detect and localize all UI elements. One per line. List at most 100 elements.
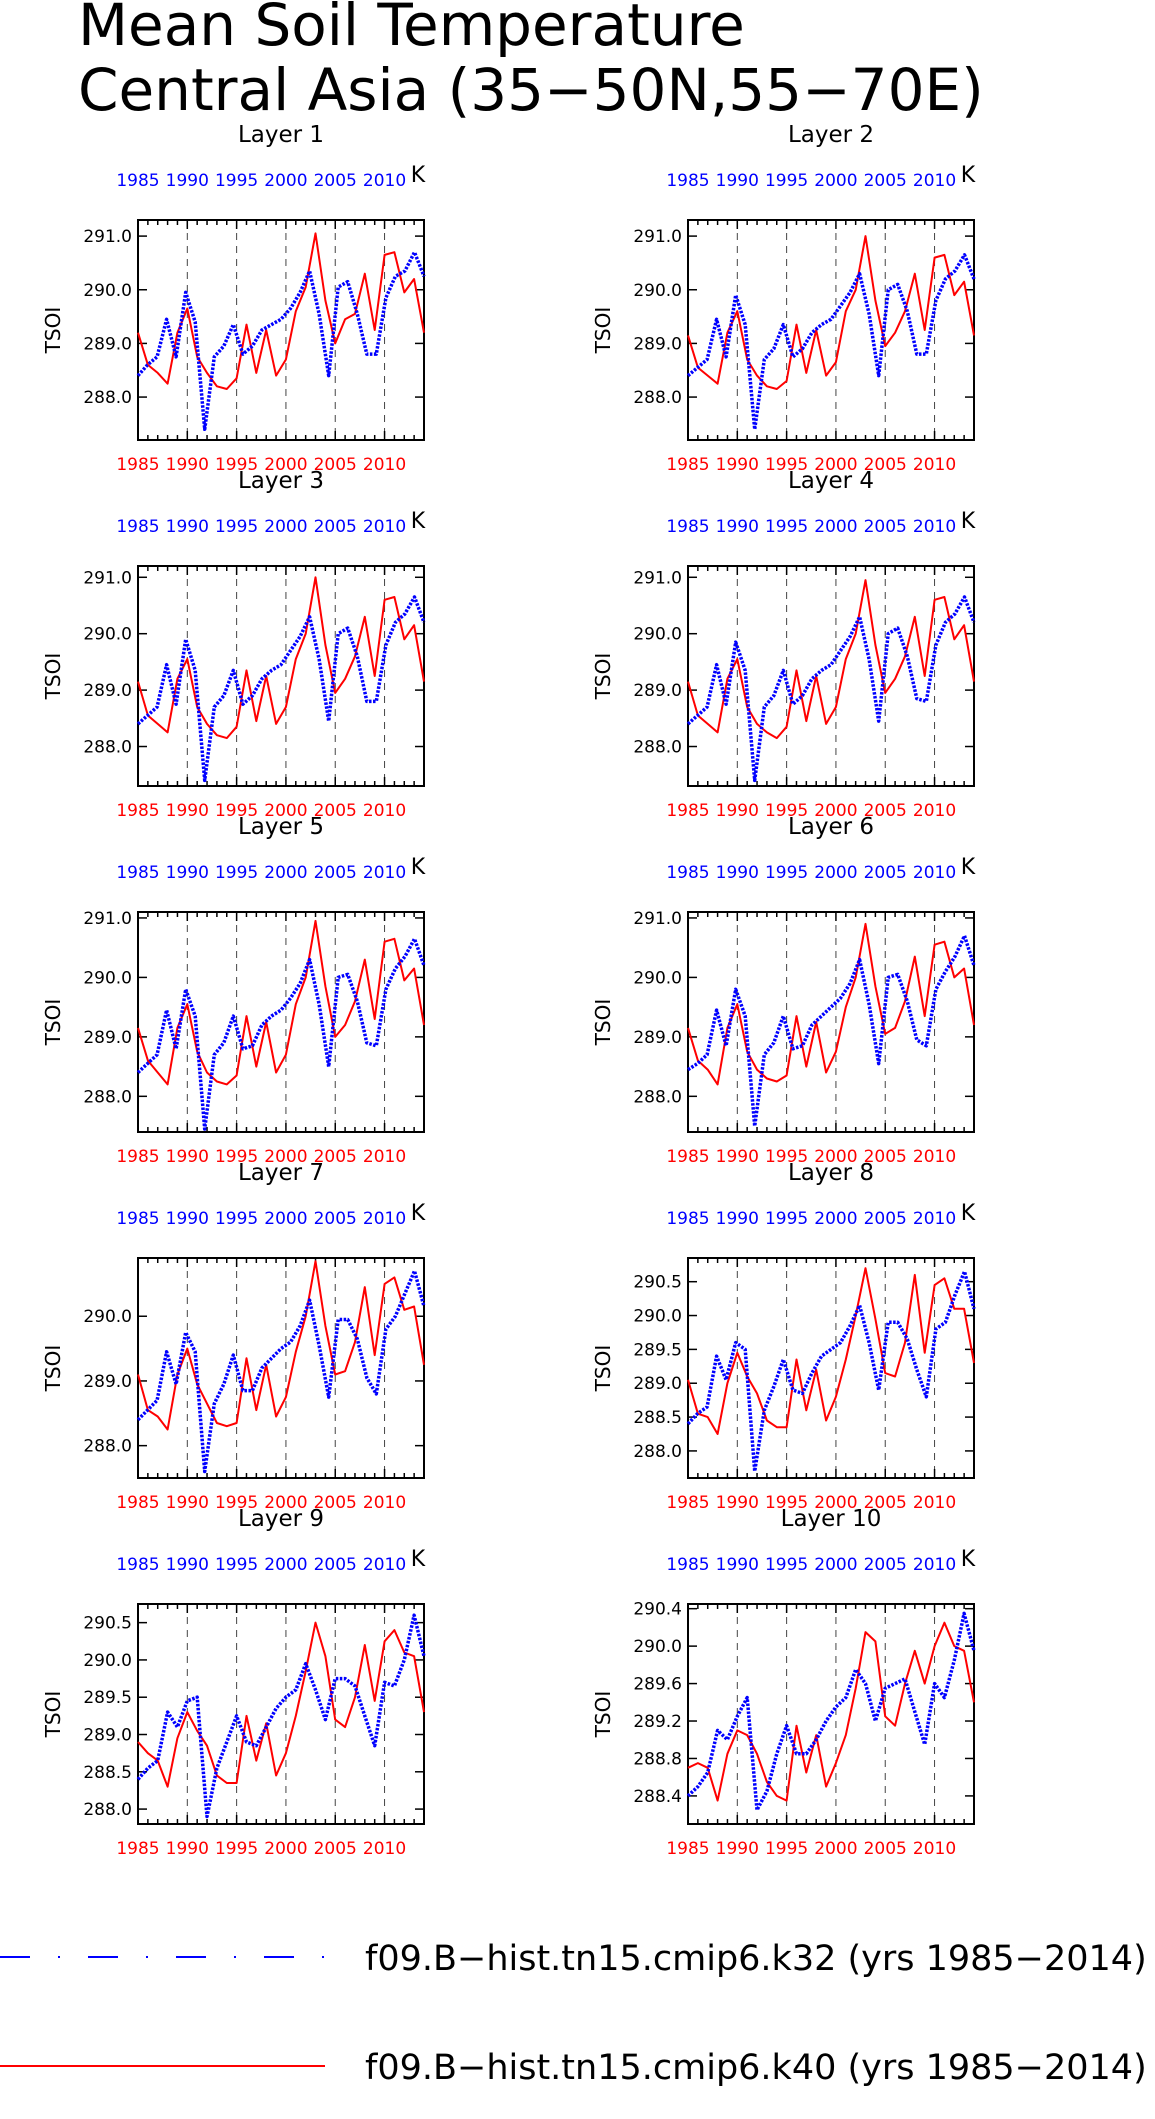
x-tick-label-bottom: 1990: [716, 801, 759, 821]
panel-8: Layer 8 K 1985 1985 1990 1990 1995 1995 2000 2000…: [591, 1160, 976, 1513]
x-tick-label-top: 1985: [666, 1555, 709, 1575]
x-tick-label-bottom: 2000: [264, 801, 307, 821]
x-tick-label-top: 1990: [716, 517, 759, 537]
panel-title: Layer 9: [238, 1506, 324, 1532]
x-tick-label-top: 2000: [264, 1555, 307, 1575]
x-tick-label-bottom: 1985: [116, 455, 159, 475]
series-line-k32: [687, 934, 976, 1128]
panel-2: Layer 2 K 1985 1985 1990 1990 1995 1995 2000 2000…: [591, 122, 976, 475]
series-line-k40: [137, 1621, 425, 1788]
y-tick-label: 289.6: [633, 1675, 682, 1695]
x-tick-label-bottom: 2010: [913, 1839, 956, 1859]
x-tick-label-top: 2005: [314, 517, 357, 537]
panel-6: Layer 6 K 1985 1985 1990 1990 1995 1995 2000 2000…: [591, 814, 976, 1167]
x-tick-label-bottom: 1985: [666, 1147, 709, 1167]
series-line-k40: [137, 1260, 425, 1431]
x-tick-label-bottom: 2010: [363, 1147, 406, 1167]
y-tick-label: 288.4: [633, 1787, 682, 1807]
x-tick-label-top: 1990: [166, 171, 209, 191]
series-line-k40: [137, 919, 425, 1086]
x-tick-label-top: 2010: [913, 1209, 956, 1229]
panel-title: Layer 8: [788, 1160, 874, 1186]
x-tick-label-bottom: 1985: [116, 801, 159, 821]
y-tick-label: 289.0: [633, 1374, 682, 1394]
figure-title-line-1: Mean Soil Temperature: [78, 0, 745, 59]
plot-frame: [687, 1603, 975, 1825]
x-tick-label-bottom: 1985: [116, 1839, 159, 1859]
y-tick-label: 290.0: [83, 968, 132, 988]
panel-title: Layer 2: [788, 122, 874, 148]
x-tick-label-bottom: 2000: [814, 1147, 857, 1167]
x-tick-label-bottom: 1995: [765, 801, 808, 821]
plot-frame: [137, 1257, 425, 1479]
x-tick-label-top: 1995: [765, 171, 808, 191]
x-tick-label-top: 1995: [765, 517, 808, 537]
y-tick-label: 290.5: [633, 1273, 682, 1293]
panel-title: Layer 1: [238, 122, 324, 148]
y-tick-label: 290.0: [83, 625, 132, 645]
x-tick-label-bottom: 1990: [716, 1493, 759, 1513]
x-tick-label-top: 2010: [913, 1555, 956, 1575]
x-tick-label-top: 2005: [314, 863, 357, 883]
y-tick-label: 289.0: [83, 1372, 132, 1392]
x-tick-label-top: 1990: [166, 1555, 209, 1575]
x-tick-label-top: 2000: [814, 863, 857, 883]
x-tick-label-top: 2005: [864, 863, 907, 883]
legend: f09.B−hist.tn15.cmip6.k32 (yrs 1985−2014…: [0, 1939, 1147, 2088]
series-line-k40: [687, 235, 975, 390]
series-line-k40: [137, 576, 425, 740]
plot-frame: [137, 219, 425, 441]
panel-1: Layer 1 K 1985 1985 1990 1990 1995 1995 2000 2000…: [41, 122, 426, 475]
x-tick-label-top: 1995: [215, 517, 258, 537]
panel-title: Layer 10: [781, 1506, 882, 1532]
panel-title: Layer 3: [238, 468, 324, 494]
x-tick-label-bottom: 1995: [215, 1493, 258, 1513]
x-tick-label-bottom: 1985: [116, 1147, 159, 1167]
y-tick-label: 291.0: [633, 568, 682, 588]
unit-label: K: [411, 1547, 426, 1572]
x-tick-label-bottom: 2010: [913, 455, 956, 475]
x-tick-label-bottom: 2000: [814, 1493, 857, 1513]
y-tick-label: 290.4: [633, 1600, 682, 1620]
x-tick-label-top: 1995: [215, 1209, 258, 1229]
x-tick-label-bottom: 1995: [765, 1147, 808, 1167]
series-line-k32: [136, 250, 426, 432]
unit-label: K: [411, 855, 426, 880]
x-tick-label-top: 2010: [913, 517, 956, 537]
x-tick-label-bottom: 1995: [765, 1839, 808, 1859]
y-tick-label: 289.5: [83, 1688, 132, 1708]
y-tick-label: 291.0: [83, 568, 132, 588]
series-line-k40: [687, 922, 975, 1086]
unit-label: K: [961, 509, 976, 534]
x-tick-label-top: 2010: [363, 171, 406, 191]
x-tick-label-bottom: 1985: [666, 1493, 709, 1513]
x-tick-label-bottom: 1990: [166, 455, 209, 475]
x-tick-label-bottom: 2000: [264, 1493, 307, 1513]
unit-label: K: [961, 1547, 976, 1572]
x-tick-label-top: 1990: [166, 517, 209, 537]
x-tick-label-top: 1985: [116, 1209, 159, 1229]
x-tick-label-top: 2000: [814, 517, 857, 537]
x-tick-label-bottom: 2000: [264, 1147, 307, 1167]
x-tick-label-bottom: 1995: [215, 455, 258, 475]
x-tick-label-top: 1985: [666, 863, 709, 883]
x-tick-label-top: 2000: [264, 171, 307, 191]
x-tick-label-bottom: 2000: [814, 455, 857, 475]
y-axis-label: TSOI: [41, 307, 65, 355]
y-tick-label: 290.0: [83, 281, 132, 301]
x-tick-label-top: 1990: [716, 1555, 759, 1575]
x-tick-label-bottom: 1990: [166, 1839, 209, 1859]
x-tick-label-top: 2000: [264, 1209, 307, 1229]
x-tick-label-bottom: 1995: [215, 1147, 258, 1167]
x-tick-label-bottom: 2000: [814, 801, 857, 821]
x-tick-label-top: 2010: [363, 1555, 406, 1575]
x-tick-label-bottom: 1985: [666, 1839, 709, 1859]
x-tick-label-bottom: 1995: [215, 1839, 258, 1859]
y-tick-label: 290.0: [633, 625, 682, 645]
x-tick-label-top: 2000: [814, 1555, 857, 1575]
y-tick-label: 291.0: [83, 909, 132, 929]
x-tick-label-top: 2000: [264, 517, 307, 537]
panel-9: Layer 9 K 1985 1985 1990 1990 1995 1995 2000 2000…: [41, 1506, 426, 1859]
unit-label: K: [961, 163, 976, 188]
